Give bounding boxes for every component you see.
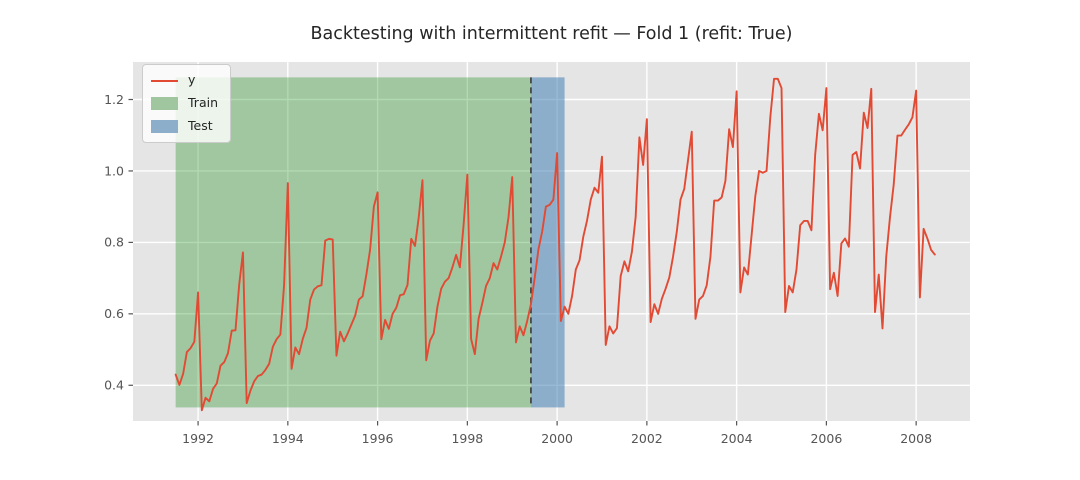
chart-title: Backtesting with intermittent refit — Fo…	[310, 24, 793, 44]
legend-train-swatch	[151, 97, 178, 110]
legend: y Train Test	[142, 64, 231, 143]
x-tick-label: 2006	[810, 431, 842, 446]
y-tick-label: 0.6	[104, 306, 124, 321]
x-tick-label: 1994	[272, 431, 304, 446]
legend-y-swatch	[151, 79, 178, 82]
train-band	[175, 77, 531, 408]
x-tick-label: 2004	[721, 431, 753, 446]
x-tick-label: 2008	[900, 431, 932, 446]
legend-label: Test	[188, 118, 213, 134]
y-tick-label: 1.2	[104, 92, 124, 107]
x-tick-label: 1992	[182, 431, 214, 446]
series-y-line	[174, 77, 936, 412]
y-tick-label: 0.8	[104, 235, 124, 250]
legend-label: y	[188, 72, 196, 88]
legend-test-swatch	[151, 120, 178, 133]
x-tick-label: 2000	[541, 431, 573, 446]
x-tick-label: 1996	[362, 431, 394, 446]
legend-label: Train	[188, 95, 218, 111]
legend-item-y: y	[151, 72, 218, 89]
x-tick-label: 2002	[631, 431, 663, 446]
x-tick-label: 1998	[451, 431, 483, 446]
y-tick-label: 0.4	[104, 378, 124, 393]
y-tick-label: 1.0	[104, 163, 124, 178]
legend-item-test: Test	[151, 118, 218, 135]
legend-item-train: Train	[151, 95, 218, 112]
